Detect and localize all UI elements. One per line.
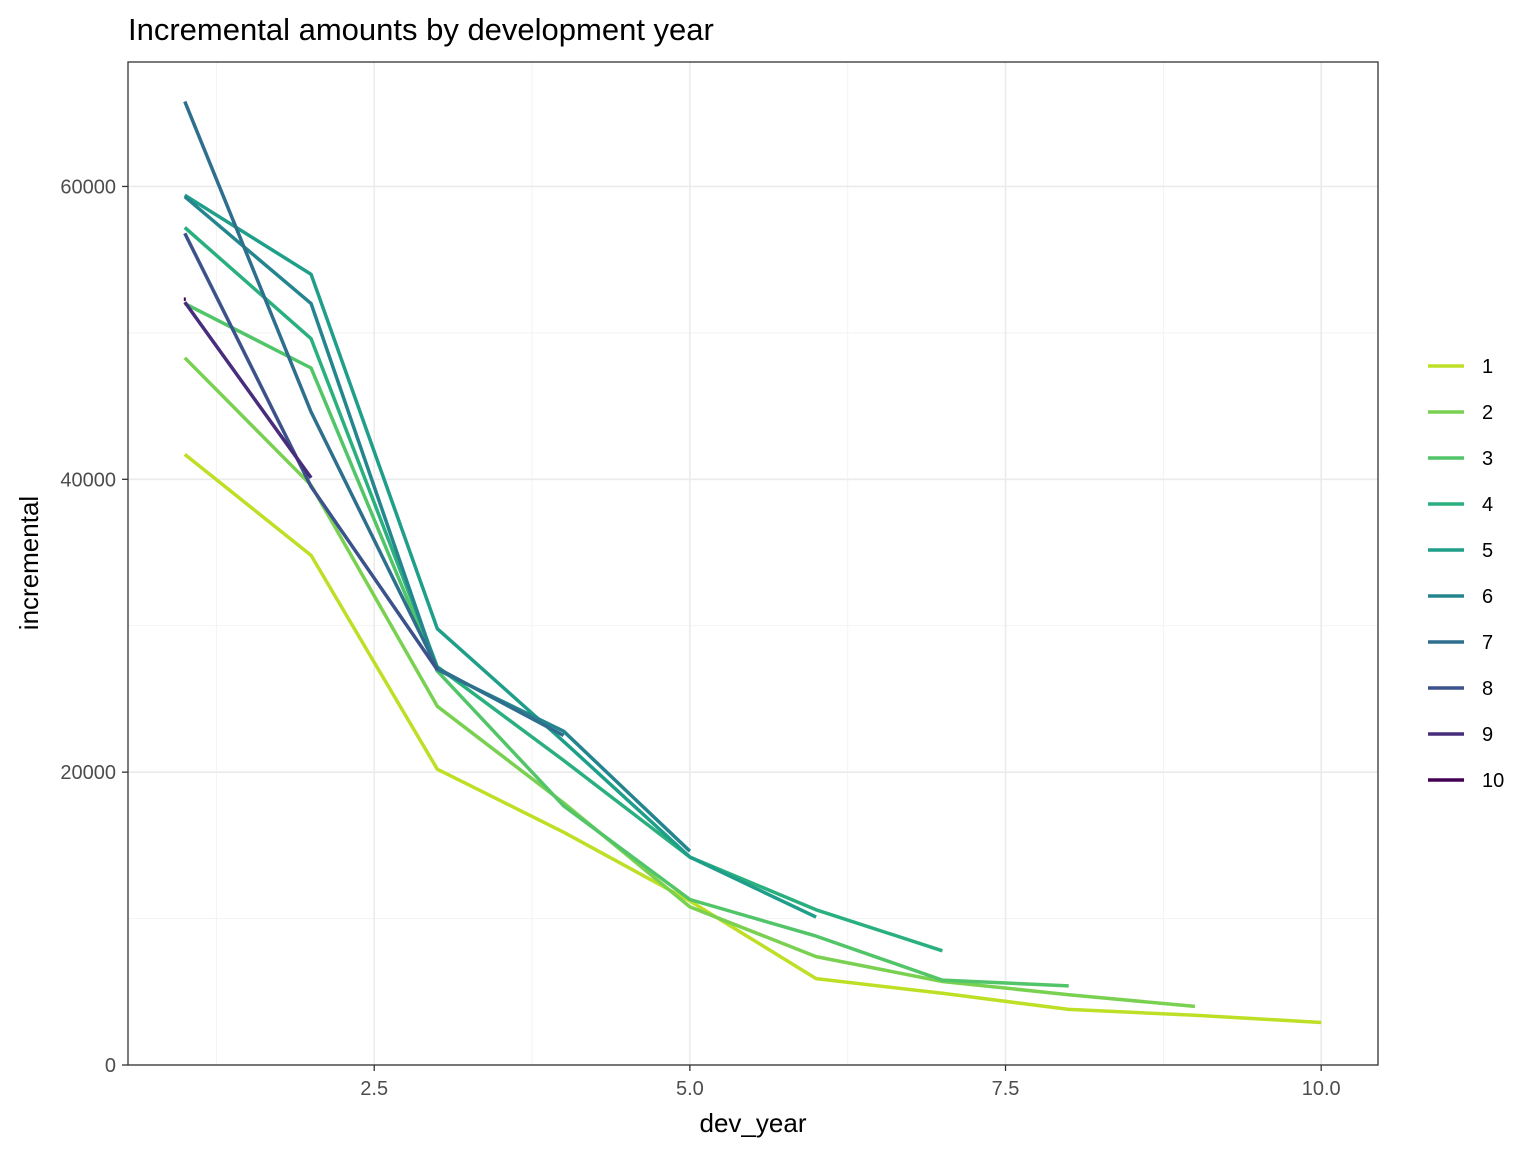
legend-label-1: 1 xyxy=(1482,356,1493,378)
legend-item-3: 3 xyxy=(1428,448,1493,470)
y-axis-ticks: 0 20000 40000 60000 xyxy=(60,176,128,1077)
series-line-1 xyxy=(183,453,1322,1025)
legend-label-7: 7 xyxy=(1482,632,1493,654)
x-tick-label: 10.0 xyxy=(1302,1078,1341,1100)
legend-label-6: 6 xyxy=(1482,586,1493,608)
series-lines xyxy=(183,100,1322,1025)
series-line-5 xyxy=(183,193,817,919)
y-tick-label: 0 xyxy=(105,1055,116,1077)
y-tick-label: 20000 xyxy=(60,762,116,784)
series-line-7 xyxy=(183,100,565,738)
legend-item-4: 4 xyxy=(1428,494,1493,516)
x-tick-label: 7.5 xyxy=(992,1078,1020,1100)
x-axis-ticks: 2.5 5.0 7.5 10.0 xyxy=(360,1065,1341,1100)
legend-item-2: 2 xyxy=(1428,402,1493,424)
y-tick-label: 60000 xyxy=(60,176,116,198)
x-tick-label: 5.0 xyxy=(676,1078,704,1100)
legend-item-5: 5 xyxy=(1428,540,1493,562)
chart-title: Incremental amounts by development year xyxy=(128,12,714,47)
y-axis-title: incremental xyxy=(14,496,44,630)
legend-label-4: 4 xyxy=(1482,494,1493,516)
legend-item-6: 6 xyxy=(1428,586,1493,608)
plot-panel-border xyxy=(127,61,1379,1066)
legend-label-8: 8 xyxy=(1482,678,1493,700)
x-tick-label: 2.5 xyxy=(360,1078,388,1100)
x-axis-title: dev_year xyxy=(700,1108,807,1138)
legend-label-9: 9 xyxy=(1482,724,1493,746)
series-line-2 xyxy=(183,356,1196,1009)
y-tick-label: 40000 xyxy=(60,469,116,491)
legend-item-1: 1 xyxy=(1428,356,1493,378)
legend-label-5: 5 xyxy=(1482,540,1493,562)
legend-label-2: 2 xyxy=(1482,402,1493,424)
legend-label-3: 3 xyxy=(1482,448,1493,470)
legend-label-10: 10 xyxy=(1482,770,1504,792)
series-line-8 xyxy=(183,232,439,671)
legend-item-8: 8 xyxy=(1428,678,1493,700)
legend-item-10: 10 xyxy=(1428,770,1504,792)
series-line-3 xyxy=(184,302,1069,988)
series-line-9 xyxy=(183,301,313,479)
legend-item-9: 9 xyxy=(1428,724,1493,746)
legend: 1 2 3 4 5 6 7 8 9 10 xyxy=(1428,356,1504,792)
series-line-4 xyxy=(183,226,943,953)
legend-item-7: 7 xyxy=(1428,632,1493,654)
